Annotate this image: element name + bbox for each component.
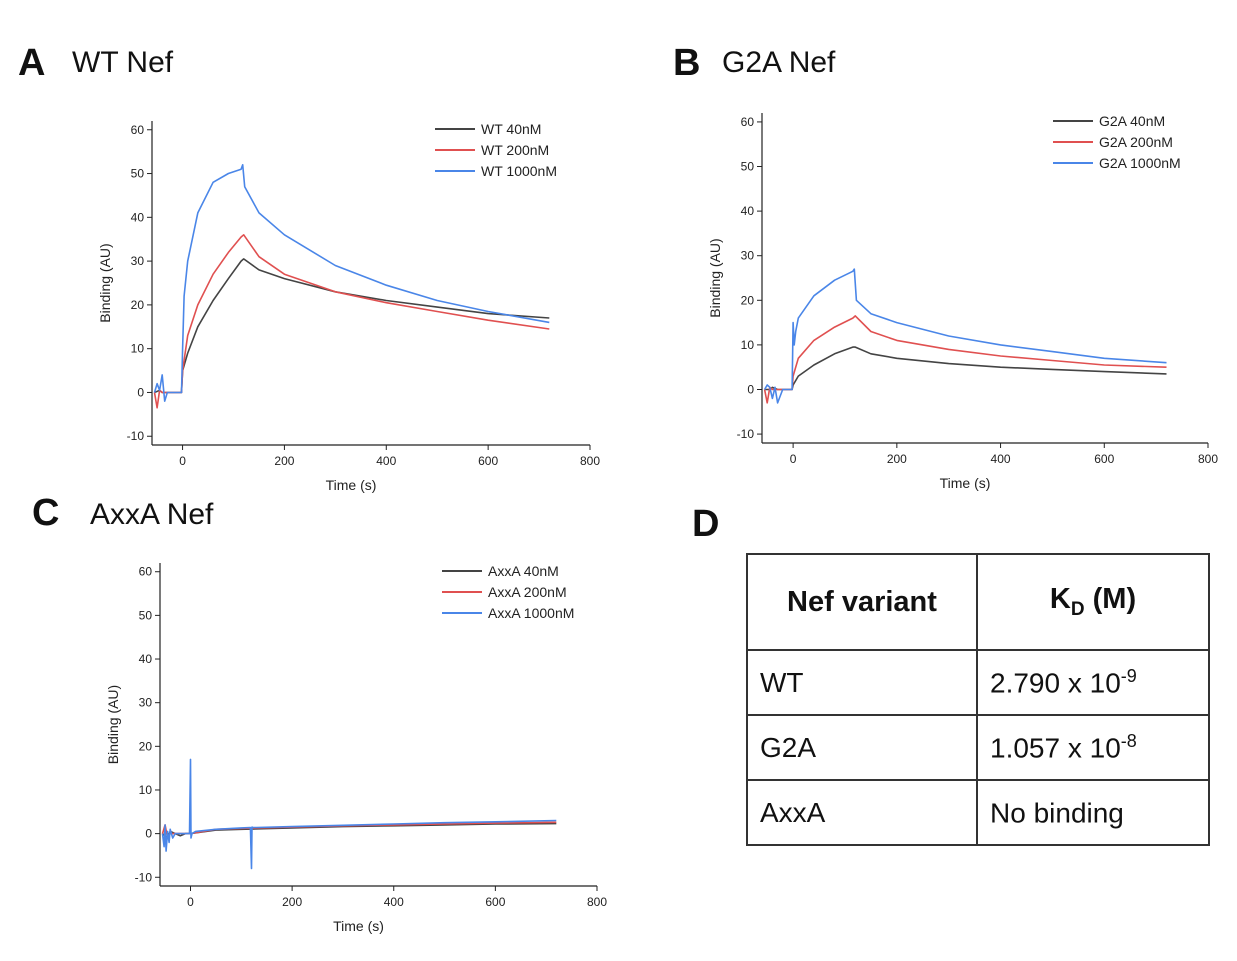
kd-exponent: -8 (1120, 730, 1137, 751)
kd-header-k: K (1049, 583, 1071, 616)
kd-header-variant: Nef variant (746, 552, 978, 652)
legend-entry: G2A 200nM (1099, 134, 1173, 150)
legend-entry: G2A 1000nM (1099, 155, 1181, 171)
x-tick-label: 0 (179, 454, 186, 468)
y-axis-label: Binding (AU) (97, 243, 113, 322)
kd-variant-cell: G2A (746, 714, 978, 782)
y-tick-label: 10 (139, 783, 153, 797)
legend-entry: AxxA 1000nM (488, 605, 574, 621)
kd-mantissa: No binding (990, 797, 1124, 829)
x-tick-label: 200 (282, 895, 302, 909)
x-tick-label: 400 (376, 454, 396, 468)
panel-b-letter: B (673, 42, 701, 84)
kd-header-subscript: D (1070, 599, 1085, 621)
kd-variant-cell: WT (746, 649, 978, 717)
y-tick-label: 10 (131, 342, 145, 356)
x-tick-label: 200 (887, 452, 907, 466)
kd-value-cell: 2.790 x 10-9 (976, 649, 1210, 717)
y-tick-label: 20 (131, 298, 145, 312)
legend-entry: AxxA 200nM (488, 584, 567, 600)
legend-entry: AxxA 40nM (488, 563, 559, 579)
kd-exponent: -9 (1120, 666, 1137, 687)
y-tick-label: 30 (131, 254, 145, 268)
panel-a-title: WT Nef (72, 46, 174, 79)
series-line-3 (153, 164, 550, 403)
x-tick-label: 800 (1198, 452, 1218, 466)
y-tick-label: -10 (737, 427, 755, 441)
series-line-3 (763, 268, 1167, 404)
x-tick-label: 600 (478, 454, 498, 468)
y-tick-label: 60 (131, 123, 145, 137)
legend-entry: WT 1000nM (481, 163, 557, 179)
y-tick-label: 30 (741, 249, 755, 263)
x-tick-label: 600 (485, 895, 505, 909)
y-tick-label: 40 (741, 204, 755, 218)
y-tick-label: 10 (741, 338, 755, 352)
table-row: AxxA No binding (746, 779, 1210, 846)
y-axis-label: Binding (AU) (105, 685, 121, 764)
legend-entry: WT 40nM (481, 121, 541, 137)
kd-table: Nef variant KD (M) WT 2.790 x 10-9 G2A 1… (746, 552, 1210, 846)
x-tick-label: 200 (274, 454, 294, 468)
series-line-2 (153, 234, 550, 409)
y-tick-label: 0 (137, 385, 144, 399)
y-tick-label: 60 (139, 565, 153, 579)
y-tick-label: 20 (139, 739, 153, 753)
table-row: G2A 1.057 x 10-8 (746, 714, 1210, 782)
kd-mantissa: 1.057 x 10 (990, 732, 1121, 764)
y-tick-label: 50 (741, 160, 755, 174)
panel-d-letter: D (692, 503, 720, 545)
x-tick-label: 800 (580, 454, 600, 468)
x-tick-label: 0 (187, 895, 194, 909)
series-line-3 (161, 758, 557, 870)
kd-variant-cell: AxxA (746, 779, 978, 846)
y-tick-label: 50 (131, 167, 145, 181)
x-axis-label: Time (s) (333, 918, 384, 934)
y-tick-label: 0 (747, 382, 754, 396)
panel-c-letter: C (32, 492, 60, 534)
y-tick-label: -10 (127, 429, 145, 443)
x-tick-label: 600 (1094, 452, 1114, 466)
panel-a-letter: A (18, 42, 46, 84)
y-tick-label: 50 (139, 608, 153, 622)
x-tick-label: 400 (384, 895, 404, 909)
table-row: WT 2.790 x 10-9 (746, 649, 1210, 717)
y-tick-label: 0 (145, 827, 152, 841)
panel-b-title: G2A Nef (722, 46, 836, 79)
kd-header-kd: KD (M) (976, 552, 1210, 652)
y-tick-label: -10 (135, 870, 153, 884)
kd-value-cell: No binding (976, 779, 1210, 846)
kd-value-cell: 1.057 x 10-8 (976, 714, 1210, 782)
kd-header-unit: (M) (1084, 583, 1137, 616)
y-tick-label: 30 (139, 696, 153, 710)
kd-table-header-row: Nef variant KD (M) (746, 552, 1210, 652)
y-tick-label: 20 (741, 293, 755, 307)
x-axis-label: Time (s) (326, 477, 377, 493)
kd-mantissa: 2.790 x 10 (990, 667, 1121, 699)
y-tick-label: 40 (139, 652, 153, 666)
y-axis-label: Binding (AU) (707, 238, 723, 317)
x-tick-label: 400 (991, 452, 1011, 466)
y-tick-label: 40 (131, 210, 145, 224)
y-tick-label: 60 (741, 115, 755, 129)
legend-entry: G2A 40nM (1099, 113, 1165, 129)
legend-entry: WT 200nM (481, 142, 549, 158)
x-tick-label: 0 (790, 452, 797, 466)
x-axis-label: Time (s) (940, 475, 991, 491)
panel-c-title: AxxA Nef (90, 498, 214, 531)
x-tick-label: 800 (587, 895, 607, 909)
